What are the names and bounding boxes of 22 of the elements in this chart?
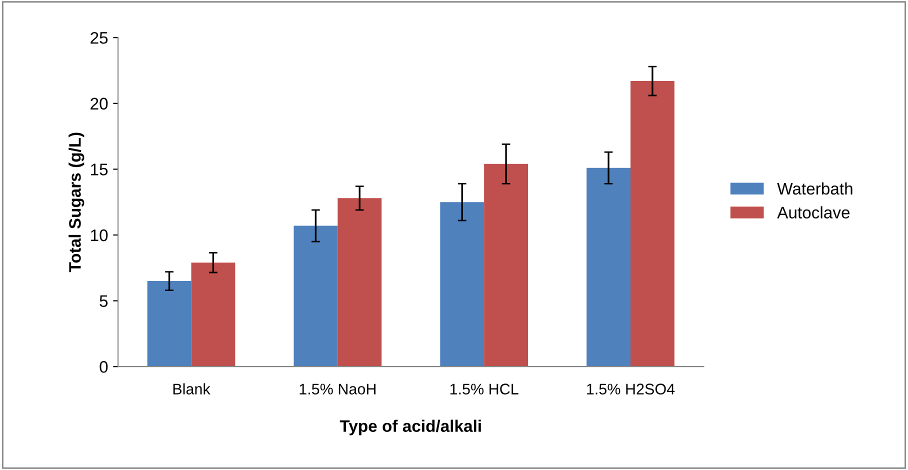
bar — [147, 281, 192, 367]
bar — [630, 81, 674, 367]
legend-label: Waterbath — [777, 182, 852, 195]
bar — [338, 198, 382, 367]
bar — [440, 202, 484, 367]
y-tick-label: 5 — [100, 295, 108, 308]
legend-label: Autoclave — [777, 206, 850, 219]
bar — [294, 226, 338, 367]
bar — [484, 164, 528, 367]
x-tick-label: 1.5% NaoH — [300, 384, 376, 394]
y-tick-label: 10 — [91, 229, 108, 242]
x-tick-label: 1.5% H2SO4 — [587, 384, 675, 394]
bar — [191, 262, 236, 367]
bar — [586, 168, 630, 367]
x-tick-label: Blank — [173, 383, 210, 394]
x-tick-label: 1.5% HCL — [450, 384, 518, 394]
y-tick-label: 20 — [90, 98, 108, 110]
y-tick-label: 0 — [100, 361, 108, 373]
x-axis-title: Type of acid/alkali — [340, 420, 481, 436]
y-axis-title: Total Sugars (g/L) — [68, 132, 84, 272]
y-tick-label: 15 — [91, 164, 108, 176]
y-tick-label: 25 — [90, 32, 108, 44]
